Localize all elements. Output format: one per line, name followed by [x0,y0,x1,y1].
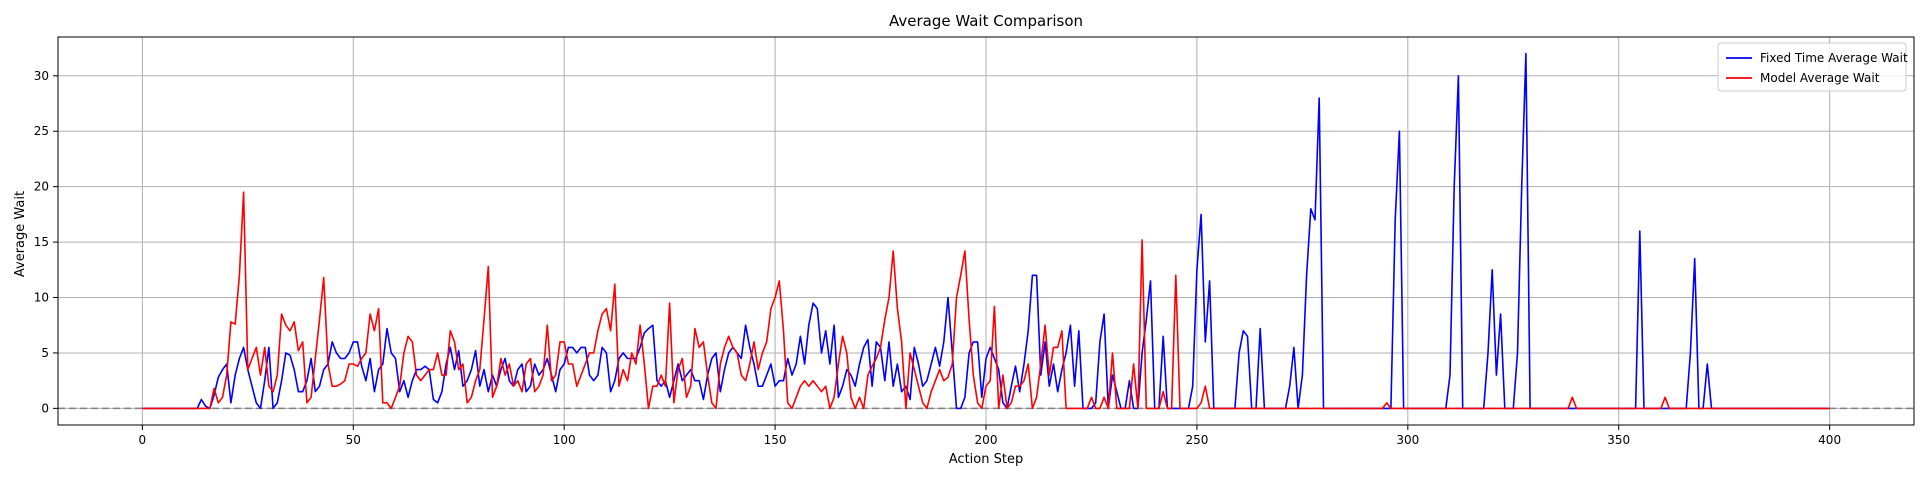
x-axis-ticks: 0 50 100 150 200 250 300 350 400 [139,425,1841,447]
chart-title: Average Wait Comparison [889,12,1083,30]
y-tick-label: 20 [34,180,49,194]
x-tick-label: 0 [139,433,147,447]
x-tick-label: 300 [1396,433,1419,447]
y-tick-label: 5 [41,346,49,360]
y-tick-label: 15 [34,235,49,249]
series-line-1 [142,191,1830,410]
x-tick-label: 50 [346,433,361,447]
x-tick-label: 250 [1185,433,1208,447]
x-axis-label: Action Step [949,452,1023,467]
x-tick-label: 200 [975,433,998,447]
y-tick-label: 25 [34,124,49,138]
x-tick-label: 150 [764,433,787,447]
y-axis-ticks: 0 5 10 15 20 25 30 [34,69,58,415]
legend: Fixed Time Average Wait Model Average Wai… [1717,42,1908,92]
x-tick-label: 350 [1607,433,1630,447]
series-lines [142,52,1830,410]
x-tick-label: 100 [553,433,576,447]
y-tick-label: 0 [41,401,49,415]
series-line-0 [142,52,1830,410]
legend-entry: Model Average Wait [1760,71,1880,85]
y-tick-label: 30 [34,69,49,83]
y-tick-label: 10 [34,291,49,305]
y-axis-label: Average Wait [13,191,28,277]
gridlines [58,37,1914,425]
legend-box [1717,42,1907,92]
x-tick-label: 400 [1818,433,1841,447]
legend-entry: Fixed Time Average Wait [1760,51,1908,65]
